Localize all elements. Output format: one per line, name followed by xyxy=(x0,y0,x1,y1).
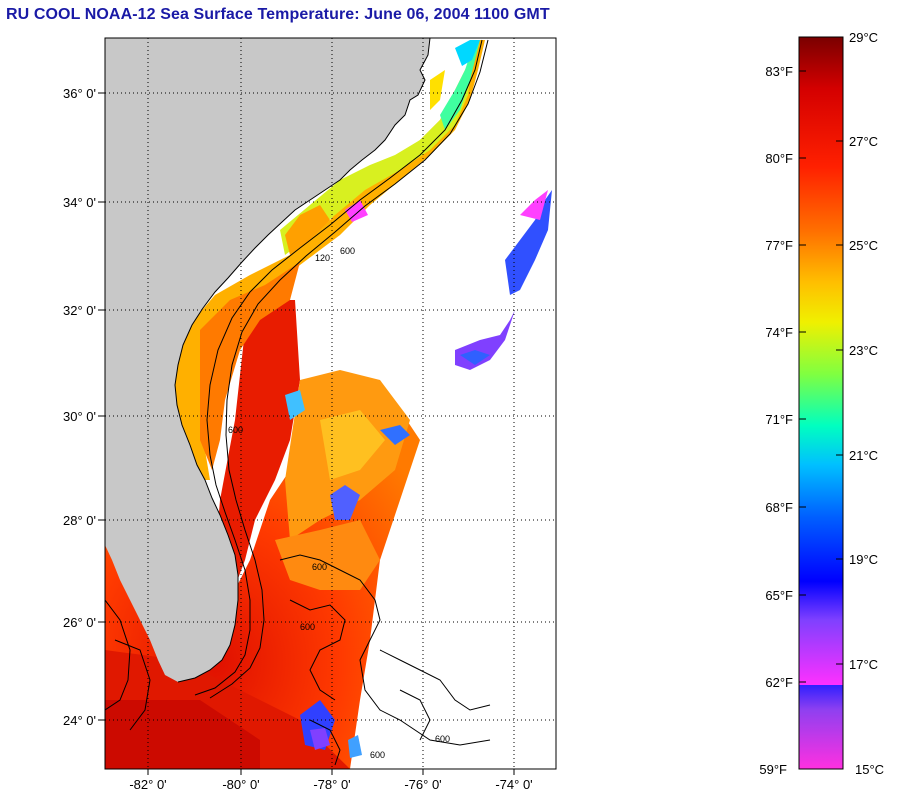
lon-label: -74° 0' xyxy=(495,777,532,792)
isobath-label: 600 xyxy=(228,425,243,435)
fahrenheit-labels: 83°F 80°F 77°F 74°F 71°F 68°F 65°F 62°F … xyxy=(759,64,793,777)
lon-label: -80° 0' xyxy=(222,777,259,792)
colorbar-c-label: 17°C xyxy=(849,657,878,672)
lat-label: 36° 0' xyxy=(63,86,96,101)
colorbar-f-label: 74°F xyxy=(765,325,793,340)
longitude-labels: -82° 0' -80° 0' -78° 0' -76° 0' -74° 0' xyxy=(129,777,532,792)
temperature-colorbar: 83°F 80°F 77°F 74°F 71°F 68°F 65°F 62°F … xyxy=(759,30,884,777)
colorbar-f-label: 59°F xyxy=(759,762,787,777)
colorbar-f-label: 80°F xyxy=(765,151,793,166)
map-ticks xyxy=(98,92,515,775)
celsius-labels: 29°C 27°C 25°C 23°C 21°C 19°C 17°C 15°C xyxy=(849,30,884,777)
colorbar-c-label: 27°C xyxy=(849,134,878,149)
coastline-and-isobaths xyxy=(105,38,491,766)
colorbar-f-label: 71°F xyxy=(765,412,793,427)
colorbar-c-label: 15°C xyxy=(855,762,884,777)
land-bahamas-gap xyxy=(515,755,540,769)
colorbar-f-label: 62°F xyxy=(765,675,793,690)
lat-label: 26° 0' xyxy=(63,615,96,630)
lat-label: 30° 0' xyxy=(63,409,96,424)
colorbar-c-label: 21°C xyxy=(849,448,878,463)
colorbar-f-label: 77°F xyxy=(765,238,793,253)
lon-label: -76° 0' xyxy=(404,777,441,792)
colorbar-f-label: 65°F xyxy=(765,588,793,603)
isobath-label: 600 xyxy=(340,246,355,256)
map-title: RU COOL NOAA-12 Sea Surface Temperature:… xyxy=(6,6,550,23)
land-gulf-coast-edge xyxy=(105,460,120,530)
lat-label: 28° 0' xyxy=(63,513,96,528)
land-florida-southeast-us xyxy=(105,38,430,682)
map-frame xyxy=(104,37,557,770)
colorbar-f-label: 68°F xyxy=(765,500,793,515)
map-plot-area: 600 120 600 600 600 600 600 xyxy=(105,38,556,769)
lat-label: 24° 0' xyxy=(63,713,96,728)
colorbar-c-label: 23°C xyxy=(849,343,878,358)
colorbar-frame xyxy=(798,36,844,770)
isobath-label: 120 xyxy=(315,253,330,263)
lat-label: 32° 0' xyxy=(63,303,96,318)
colorbar-c-label: 29°C xyxy=(849,30,878,45)
isobath-label: 600 xyxy=(300,622,315,632)
isobath-label: 600 xyxy=(370,750,385,760)
latitude-labels: 36° 0' 34° 0' 32° 0' 30° 0' 28° 0' 26° 0… xyxy=(63,86,96,728)
lon-label: -78° 0' xyxy=(313,777,350,792)
lat-label: 34° 0' xyxy=(63,195,96,210)
lon-label: -82° 0' xyxy=(129,777,166,792)
isobath-labels: 600 120 600 600 600 600 600 xyxy=(228,246,450,760)
isobath-label: 600 xyxy=(312,562,327,572)
colorbar-c-label: 25°C xyxy=(849,238,878,253)
colorbar-c-label: 19°C xyxy=(849,552,878,567)
isobath-label: 600 xyxy=(435,734,450,744)
colorbar-f-label: 83°F xyxy=(765,64,793,79)
